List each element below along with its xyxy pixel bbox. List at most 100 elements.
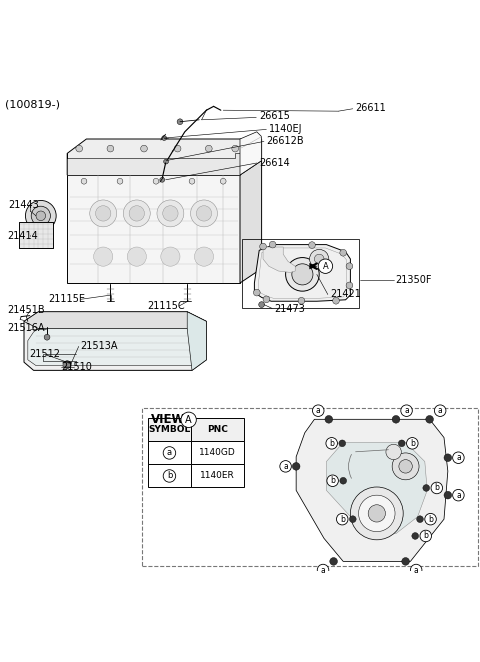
Circle shape (407, 438, 418, 449)
Bar (19, 222, 53, 248)
Text: 21115E: 21115E (48, 295, 85, 305)
Polygon shape (310, 263, 317, 269)
Text: a: a (283, 462, 288, 471)
Polygon shape (67, 139, 262, 175)
Text: a: a (321, 565, 325, 575)
Circle shape (127, 247, 146, 266)
Text: 21115C: 21115C (147, 301, 185, 311)
Circle shape (340, 477, 347, 484)
Circle shape (76, 145, 83, 152)
Circle shape (336, 514, 348, 525)
Text: b: b (428, 514, 433, 524)
Circle shape (425, 514, 436, 525)
Circle shape (339, 440, 346, 447)
Circle shape (96, 206, 111, 221)
Bar (148, 418, 191, 442)
Circle shape (368, 504, 385, 522)
Polygon shape (24, 312, 206, 370)
Polygon shape (254, 244, 350, 301)
Circle shape (194, 247, 214, 266)
Circle shape (444, 491, 452, 499)
Text: 21443: 21443 (9, 200, 39, 211)
Circle shape (431, 482, 443, 494)
Circle shape (423, 485, 430, 491)
Circle shape (164, 159, 168, 164)
Text: 1140EJ: 1140EJ (269, 124, 302, 134)
Bar (191, 465, 244, 487)
Polygon shape (326, 442, 427, 534)
Circle shape (314, 254, 324, 263)
Circle shape (269, 241, 276, 248)
Circle shape (317, 564, 329, 576)
Bar (242, 240, 359, 308)
Circle shape (410, 564, 422, 576)
Text: b: b (340, 514, 345, 524)
Circle shape (163, 447, 176, 459)
Circle shape (399, 459, 412, 473)
Polygon shape (67, 175, 240, 283)
Circle shape (298, 297, 305, 304)
Polygon shape (263, 247, 295, 273)
Bar (191, 418, 244, 442)
Circle shape (163, 206, 178, 221)
Text: b: b (330, 476, 335, 485)
Circle shape (310, 250, 329, 269)
Bar (148, 465, 191, 487)
Circle shape (253, 289, 260, 296)
Circle shape (117, 178, 123, 184)
Polygon shape (296, 419, 448, 561)
Circle shape (107, 145, 114, 152)
Circle shape (36, 211, 46, 220)
Circle shape (292, 263, 313, 285)
Circle shape (90, 200, 117, 227)
Bar (191, 442, 244, 465)
Circle shape (417, 516, 423, 522)
Text: a: a (456, 491, 461, 500)
Circle shape (162, 136, 167, 140)
Text: 21473: 21473 (275, 304, 305, 314)
Text: a: a (316, 406, 321, 415)
Circle shape (196, 206, 212, 221)
Circle shape (359, 495, 395, 532)
Text: PNC: PNC (207, 426, 228, 434)
Circle shape (401, 405, 412, 416)
Circle shape (340, 250, 347, 256)
Text: a: a (167, 448, 172, 457)
Circle shape (333, 297, 339, 304)
Circle shape (350, 487, 403, 540)
Circle shape (325, 416, 333, 423)
Text: 21513A: 21513A (81, 342, 118, 352)
Polygon shape (67, 154, 240, 175)
Circle shape (63, 361, 71, 369)
Circle shape (280, 461, 291, 472)
Polygon shape (28, 328, 202, 365)
Text: a: a (456, 453, 461, 462)
Text: A: A (185, 415, 192, 425)
Circle shape (232, 145, 239, 152)
Circle shape (420, 530, 432, 542)
Circle shape (181, 412, 196, 428)
Circle shape (205, 145, 212, 152)
Text: 1140GD: 1140GD (199, 448, 236, 457)
Text: b: b (423, 532, 428, 540)
Circle shape (386, 444, 401, 459)
Circle shape (398, 440, 405, 447)
Text: 26614: 26614 (259, 158, 290, 167)
Circle shape (426, 416, 433, 423)
Circle shape (44, 334, 50, 340)
Text: 26615: 26615 (259, 111, 290, 121)
Circle shape (349, 516, 356, 522)
Text: A: A (323, 261, 328, 271)
Circle shape (392, 416, 400, 423)
Text: (100819-): (100819-) (5, 99, 60, 109)
Text: 21414: 21414 (7, 232, 38, 242)
Circle shape (141, 145, 147, 152)
Text: 21512: 21512 (29, 349, 60, 359)
Circle shape (259, 302, 264, 307)
Bar (148, 442, 191, 465)
Text: VIEW: VIEW (151, 413, 186, 426)
Text: SYMBOL: SYMBOL (148, 426, 191, 434)
Text: 21516A: 21516A (7, 323, 45, 333)
Bar (19, 222, 53, 248)
Text: 21421: 21421 (330, 289, 361, 299)
